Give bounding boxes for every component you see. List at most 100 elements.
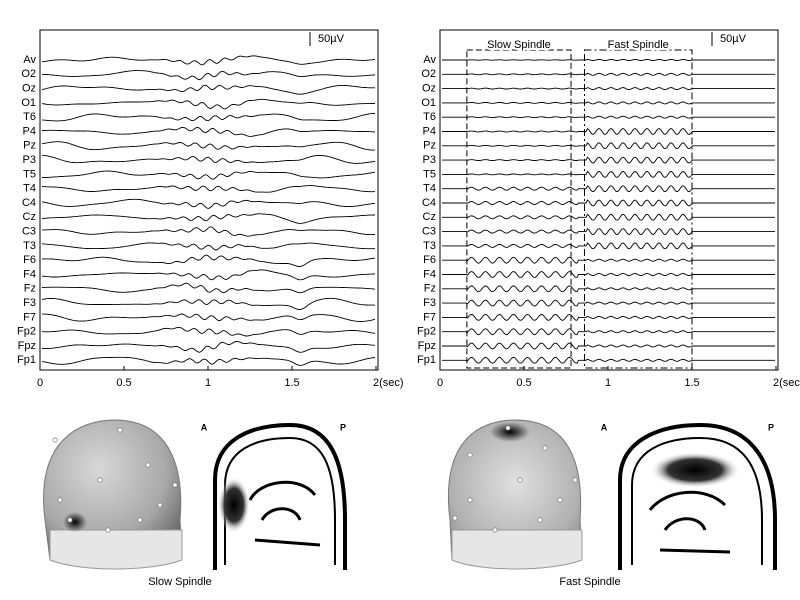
electrode	[157, 502, 163, 508]
eeg-trace	[41, 141, 375, 151]
channel-label: T5	[23, 168, 36, 180]
electrode	[505, 425, 511, 431]
channel-label: T3	[423, 240, 436, 252]
head-fast	[448, 419, 583, 570]
channel-label: T4	[23, 183, 36, 195]
electrode	[537, 517, 543, 523]
channel-label: T6	[423, 111, 436, 123]
channel-label: Av	[423, 54, 436, 66]
slice-slow	[205, 422, 347, 570]
channel-label: C4	[422, 197, 436, 209]
anterior-label: A	[201, 422, 208, 432]
electrode	[467, 452, 473, 458]
eeg-trace	[41, 282, 376, 294]
eeg-trace	[41, 55, 376, 66]
channel-label: F7	[423, 311, 436, 323]
x-tick-label: 0.5	[516, 377, 531, 389]
eeg-trace	[442, 115, 775, 119]
channel-label: F4	[23, 268, 36, 280]
plot-frame	[39, 29, 379, 371]
channel-label: C3	[422, 226, 436, 238]
channel-label: F7	[23, 311, 36, 323]
channel-label: T3	[23, 240, 36, 252]
anterior-label: A	[601, 422, 608, 432]
channel-label: P4	[23, 125, 36, 137]
channel-label: T6	[23, 111, 36, 123]
eeg-trace	[41, 297, 375, 310]
eeg-trace	[442, 313, 775, 321]
electrode	[137, 517, 143, 523]
channel-label: Pz	[423, 140, 436, 152]
x-tick-label: 2(sec)	[773, 377, 800, 389]
eeg-trace	[442, 72, 775, 76]
channel-label: C4	[22, 197, 36, 209]
eeg-trace	[442, 242, 775, 250]
eeg-trace	[41, 340, 376, 353]
channel-label: Av	[23, 54, 36, 66]
channel-label: O2	[421, 68, 436, 80]
x-tick-label: 1.5	[684, 377, 699, 389]
posterior-label: P	[768, 422, 774, 432]
electrode	[145, 462, 151, 468]
map-caption: Fast Spindle	[559, 576, 620, 588]
eeg-trace	[41, 242, 376, 251]
eeg-trace	[442, 156, 775, 164]
window-label: Fast Spindle	[608, 39, 669, 51]
eeg-trace	[42, 126, 376, 137]
eeg-trace	[442, 271, 775, 278]
channel-label: P3	[423, 154, 436, 166]
channel-label: F3	[23, 297, 36, 309]
channel-label: T5	[423, 168, 436, 180]
eeg-trace	[42, 326, 376, 337]
eeg-trace	[442, 328, 775, 336]
channel-label: C3	[22, 226, 36, 238]
channel-label: Fpz	[18, 340, 36, 352]
eeg-trace	[442, 87, 775, 91]
eeg-trace	[41, 213, 375, 224]
channel-label: T4	[423, 183, 436, 195]
eeg-trace	[442, 213, 775, 221]
channel-label: F6	[423, 254, 436, 266]
spindle-window	[466, 49, 572, 369]
channel-label: P4	[423, 125, 436, 137]
electrode	[97, 477, 103, 483]
electrode	[452, 515, 458, 521]
x-tick-label: 0	[37, 377, 43, 389]
x-tick-label: 2(sec)	[373, 377, 404, 389]
eeg-trace	[42, 226, 376, 237]
eeg-trace	[442, 227, 775, 235]
electrode	[467, 497, 473, 503]
eeg-trace	[442, 101, 775, 105]
eeg-trace	[442, 59, 775, 61]
channel-label: Fpz	[418, 340, 436, 352]
x-tick-label: 1	[205, 377, 211, 389]
channel-label: Cz	[23, 211, 36, 223]
electrode	[517, 477, 523, 483]
eeg-trace	[442, 185, 775, 193]
channel-label: O2	[21, 68, 36, 80]
eeg-trace	[41, 84, 375, 95]
channel-label: Fp2	[17, 326, 36, 338]
eeg-trace	[41, 198, 376, 209]
electrode	[105, 527, 111, 533]
channel-label: P3	[23, 154, 36, 166]
electrode	[172, 482, 178, 488]
x-tick-label: 0.5	[116, 377, 131, 389]
electrode	[117, 427, 123, 433]
eeg-trace	[42, 70, 376, 81]
electrode	[492, 527, 498, 533]
eeg-trace	[442, 256, 775, 264]
channel-label: Pz	[23, 140, 36, 152]
electrode	[57, 497, 63, 503]
x-tick-label: 0	[437, 377, 443, 389]
eeg-trace	[42, 313, 376, 322]
x-tick-label: 1	[605, 377, 611, 389]
channel-label: Cz	[423, 211, 436, 223]
eeg-trace	[41, 356, 376, 366]
channel-label: O1	[421, 97, 436, 109]
channel-label: Oz	[422, 83, 436, 95]
eeg-trace	[442, 127, 775, 135]
x-tick-label: 1.5	[284, 377, 299, 389]
eeg-trace	[41, 98, 375, 110]
